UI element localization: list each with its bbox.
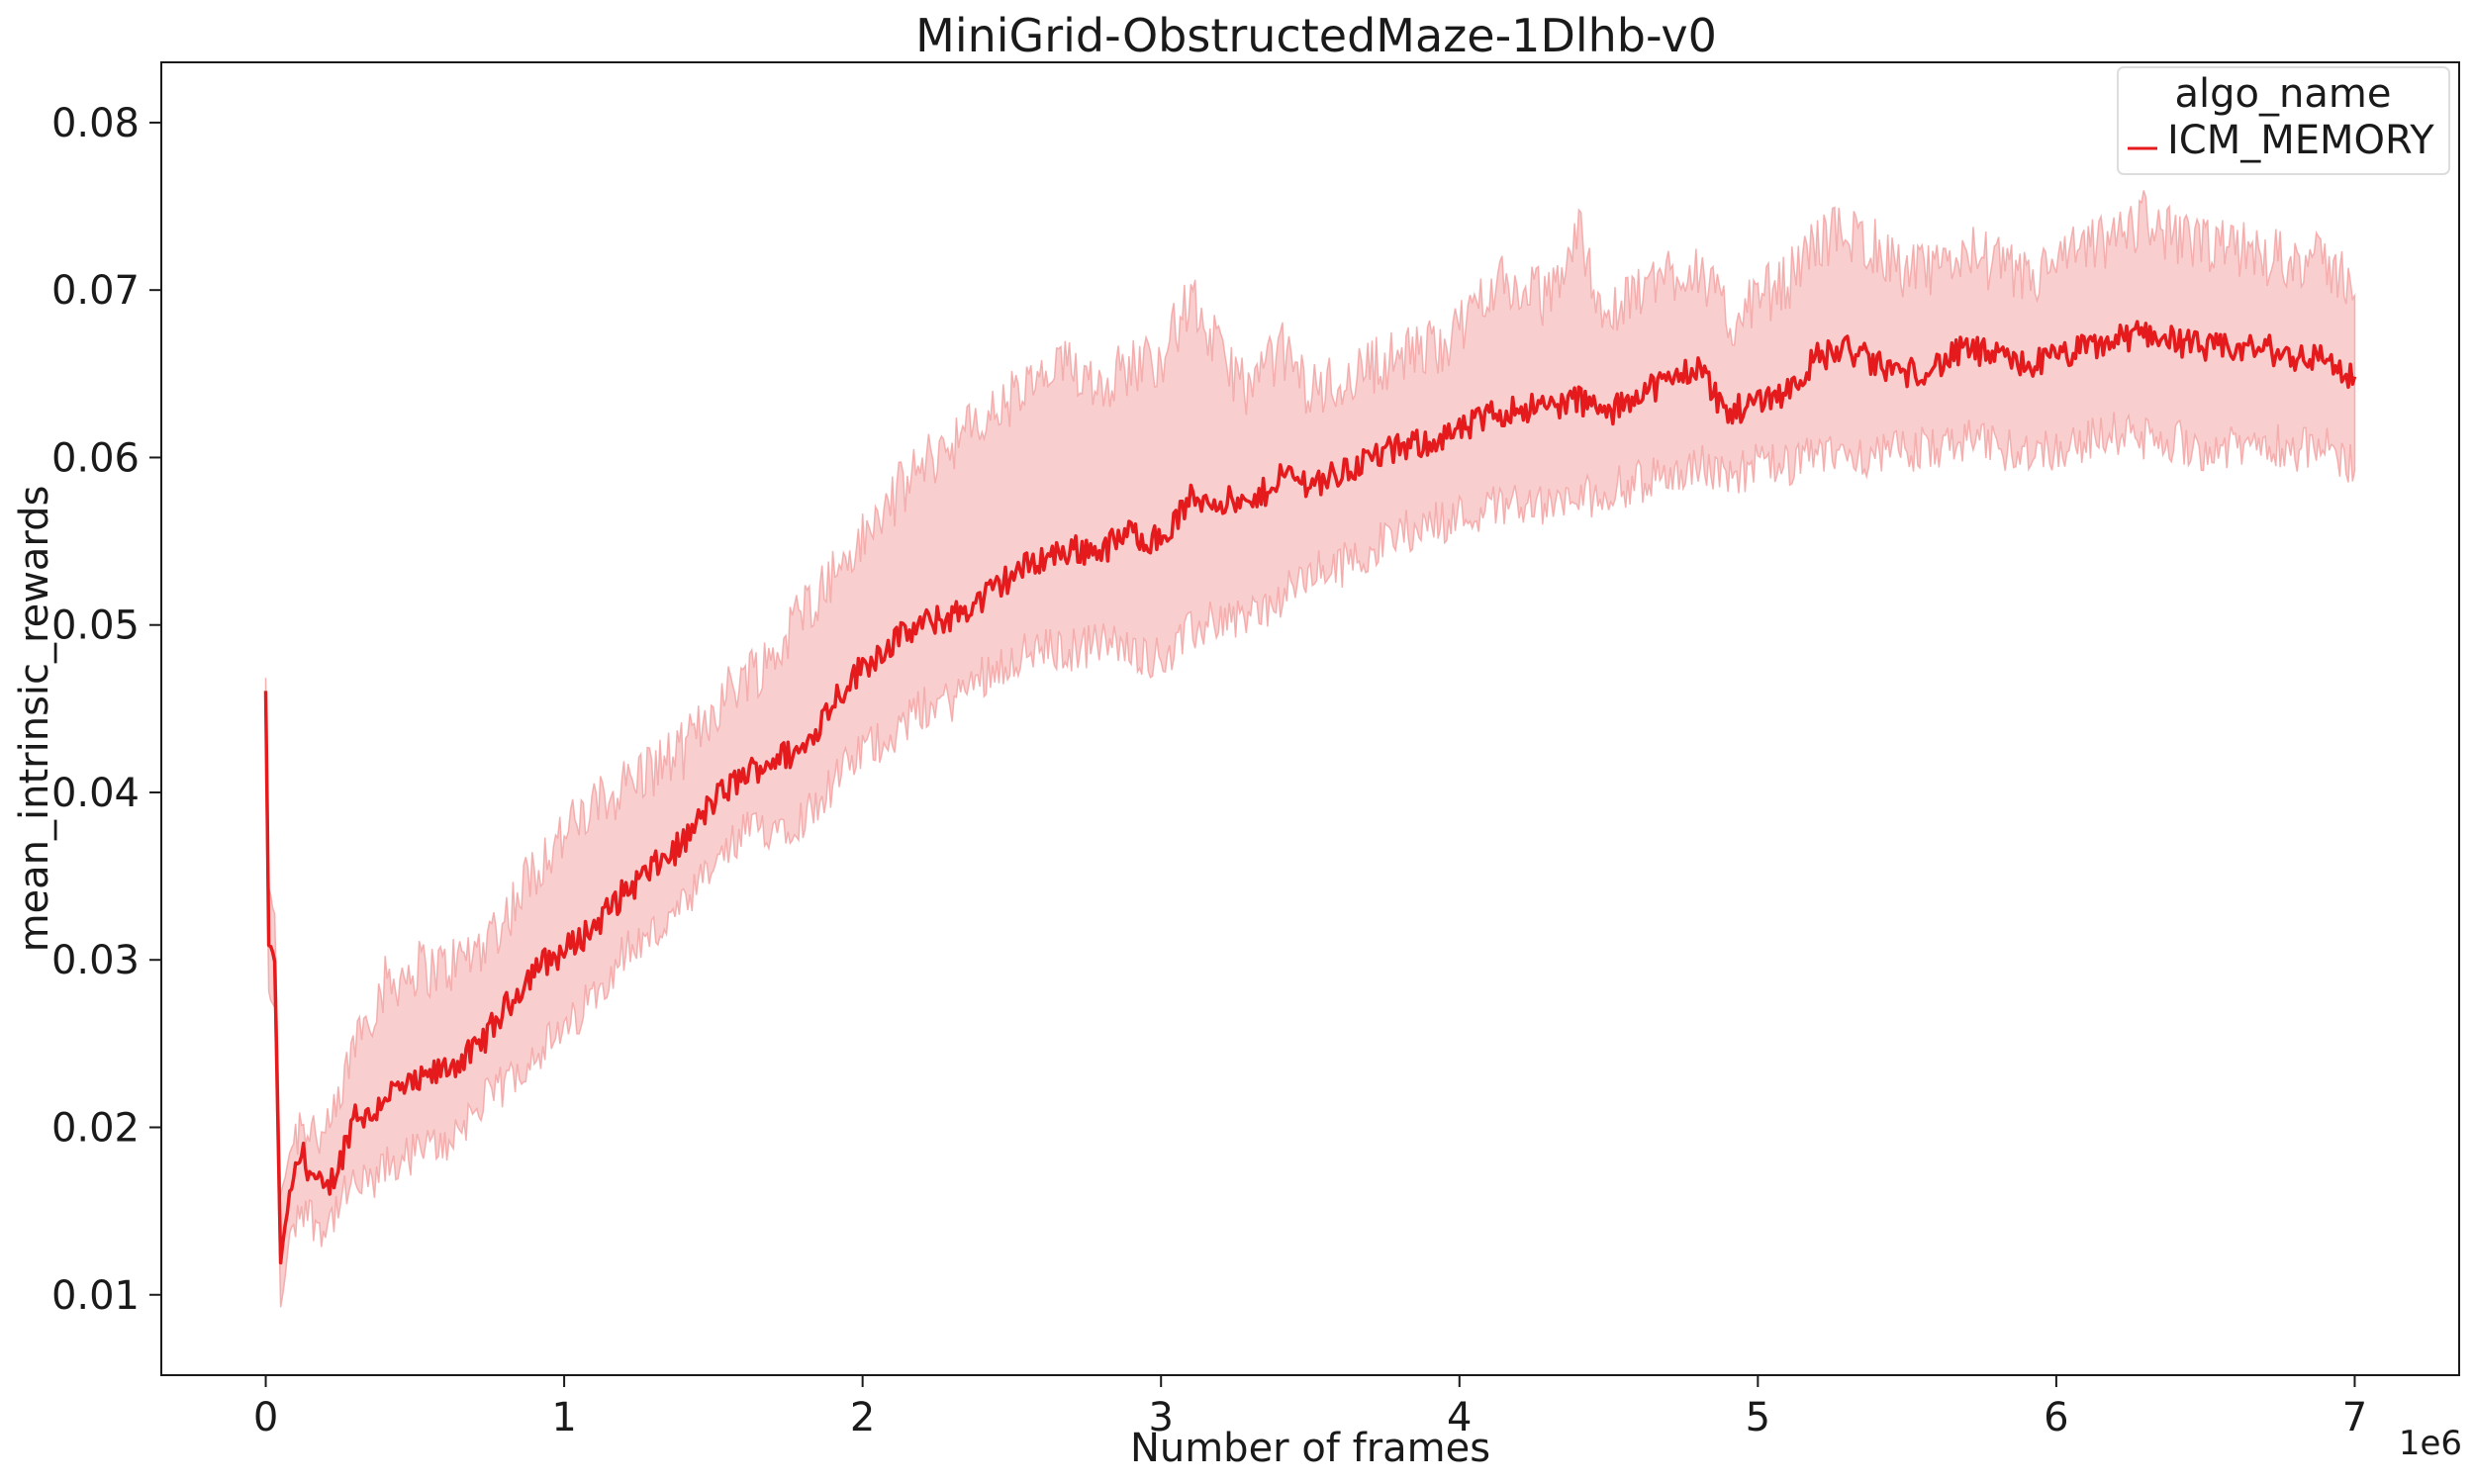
- legend: algo_name ICM_MEMORY: [2117, 66, 2450, 175]
- y-tick-label: 0.01: [51, 1273, 140, 1319]
- legend-label-icm-memory: ICM_MEMORY: [2167, 118, 2434, 163]
- y-tick-label: 0.08: [51, 101, 140, 146]
- x-tick-label: 3: [1148, 1395, 1173, 1440]
- chart-title: MiniGrid-ObstructedMaze-1Dlhb-v0: [915, 9, 1717, 62]
- x-tick-label: 6: [2044, 1395, 2068, 1440]
- x-tick-label: 4: [1447, 1395, 1472, 1440]
- legend-box: [2117, 66, 2450, 175]
- y-tick-label: 0.03: [51, 938, 140, 983]
- legend-title: algo_name: [2175, 71, 2392, 117]
- plot-frame: [160, 61, 2460, 1376]
- y-tick-label: 0.06: [51, 435, 140, 481]
- y-axis-label: mean_intrinsic_rewards: [12, 486, 57, 953]
- x-tick-label: 5: [1746, 1395, 1770, 1440]
- x-tick-label: 1: [551, 1395, 576, 1440]
- x-axis-label: Number of frames: [1130, 1426, 1490, 1471]
- y-axis: 0.01 0.02 0.03 0.04 0.05 0.06 0.07 0.08: [51, 101, 161, 1319]
- y-tick-label: 0.05: [51, 603, 140, 649]
- confidence-band: [264, 190, 2356, 1308]
- series-line-icm-memory: [263, 320, 2357, 1265]
- x-tick-label: 7: [2342, 1395, 2367, 1440]
- plot-area: [160, 61, 2460, 1376]
- y-tick-label: 0.02: [51, 1105, 140, 1151]
- x-tick-label: 2: [850, 1395, 875, 1440]
- x-tick-label: 0: [253, 1395, 278, 1440]
- x-axis-offset-label: 1e6: [2399, 1424, 2462, 1463]
- y-tick-label: 0.07: [51, 268, 140, 314]
- y-tick-label: 0.04: [51, 771, 140, 816]
- x-axis: 0 1 2 3 4 5 6 7: [253, 1375, 2367, 1440]
